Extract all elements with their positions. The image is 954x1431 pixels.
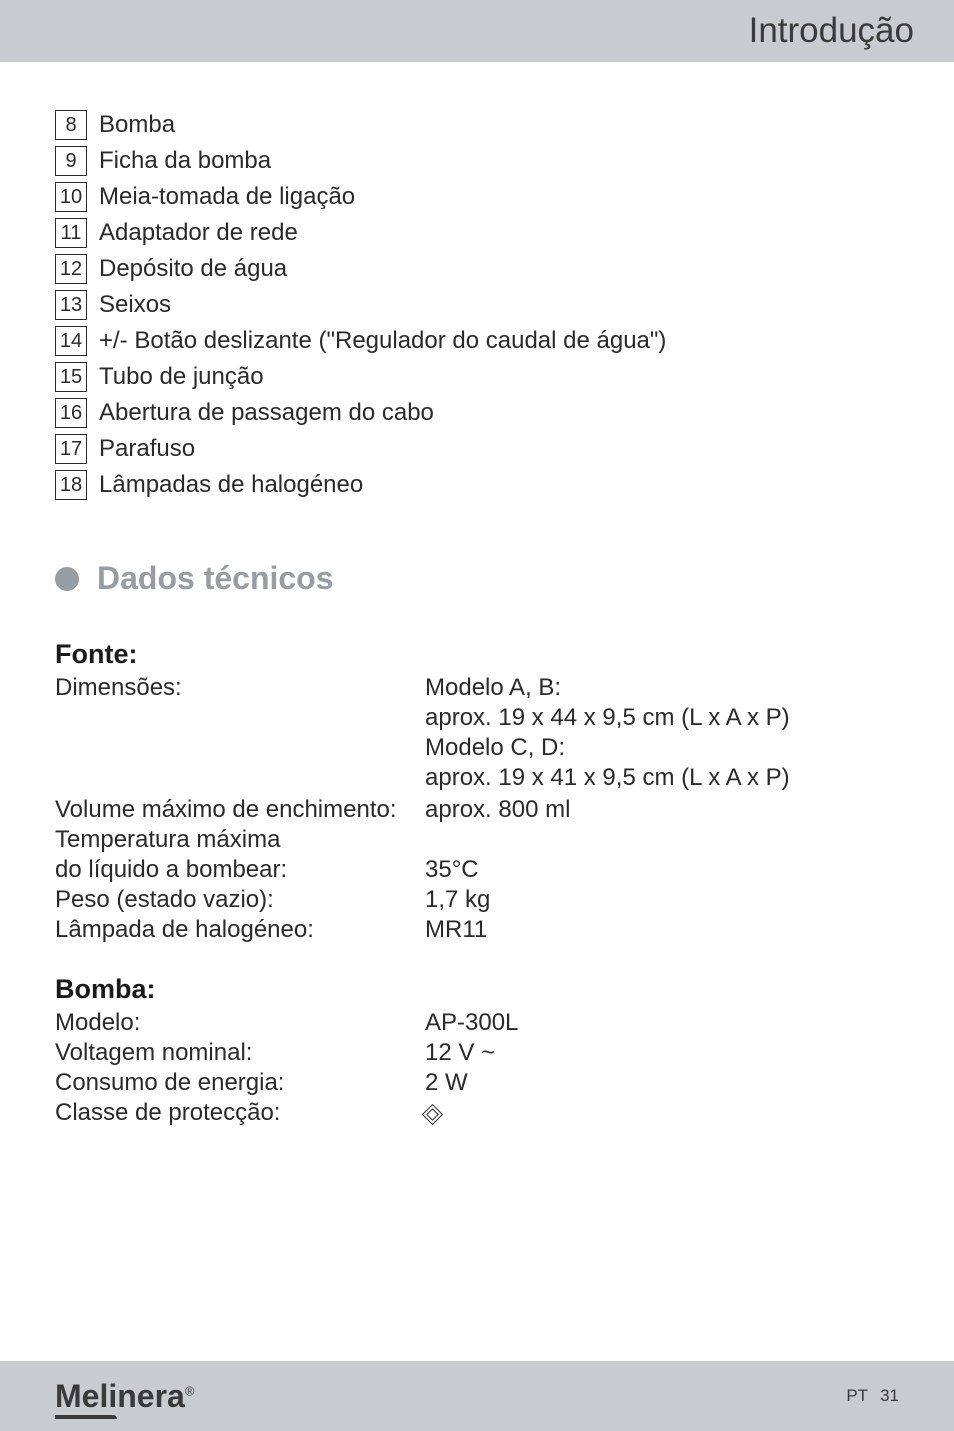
part-number: 11 bbox=[55, 218, 87, 248]
spec-row: Dimensões: Modelo A, B: aprox. 19 x 44 x… bbox=[55, 674, 899, 794]
spec-value: AP-300L bbox=[425, 1009, 899, 1037]
list-item: 16 Abertura de passagem do cabo bbox=[55, 398, 899, 428]
spec-label: Volume máximo de enchimento: bbox=[55, 796, 425, 824]
list-item: 11 Adaptador de rede bbox=[55, 218, 899, 248]
spec-label: Classe de protecção: bbox=[55, 1099, 425, 1127]
subsection-bomba-title: Bomba: bbox=[55, 974, 899, 1005]
spec-label: Dimensões: bbox=[55, 674, 425, 794]
part-number: 15 bbox=[55, 362, 87, 392]
part-label: Depósito de água bbox=[99, 255, 287, 283]
content-area: 8 Bomba 9 Ficha da bomba 10 Meia-tomada de … bbox=[0, 62, 954, 1127]
bullet-icon bbox=[55, 567, 79, 591]
part-number: 14 bbox=[55, 326, 87, 356]
part-label: Ficha da bomba bbox=[99, 147, 271, 175]
part-number: 17 bbox=[55, 434, 87, 464]
part-label: Adaptador de rede bbox=[99, 219, 298, 247]
part-label: Parafuso bbox=[99, 435, 195, 463]
section-heading-text: Dados técnicos bbox=[97, 560, 334, 597]
list-item: 10 Meia-tomada de ligação bbox=[55, 182, 899, 212]
list-item: 17 Parafuso bbox=[55, 434, 899, 464]
brand-name: Melinera bbox=[55, 1378, 185, 1414]
part-number: 18 bbox=[55, 470, 87, 500]
spec-value: 35°C bbox=[425, 856, 899, 884]
spec-value: aprox. 800 ml bbox=[425, 796, 899, 824]
protection-class-icon bbox=[422, 1104, 443, 1125]
header-bar: Introdução bbox=[0, 0, 954, 62]
page-title: Introdução bbox=[749, 11, 914, 51]
spec-row: Lâmpada de halogéneo: MR11 bbox=[55, 916, 899, 944]
spec-row: do líquido a bombear: 35°C bbox=[55, 856, 899, 884]
list-item: 8 Bomba bbox=[55, 110, 899, 140]
brand-logo: Melinera® bbox=[55, 1378, 194, 1415]
spec-row: Classe de protecção: bbox=[55, 1099, 899, 1127]
part-number: 12 bbox=[55, 254, 87, 284]
spec-row: Volume máximo de enchimento: aprox. 800 … bbox=[55, 796, 899, 824]
list-item: 14 +/- Botão deslizante ("Regulador do ca… bbox=[55, 326, 899, 356]
part-number: 8 bbox=[55, 110, 87, 140]
lang-code: PT bbox=[846, 1386, 868, 1405]
spec-row: Modelo: AP-300L bbox=[55, 1009, 899, 1037]
list-item: 9 Ficha da bomba bbox=[55, 146, 899, 176]
registered-icon: ® bbox=[185, 1383, 195, 1398]
section-heading: Dados técnicos bbox=[55, 560, 899, 597]
spec-label: Peso (estado vazio): bbox=[55, 886, 425, 914]
part-number: 9 bbox=[55, 146, 87, 176]
spec-value: Modelo A, B: aprox. 19 x 44 x 9,5 cm (L … bbox=[425, 674, 899, 794]
spec-label: Voltagem nominal: bbox=[55, 1039, 425, 1067]
spec-label: Modelo: bbox=[55, 1009, 425, 1037]
spec-value: 1,7 kg bbox=[425, 886, 899, 914]
spec-subvalue: Modelo C, D: bbox=[425, 734, 899, 762]
spec-row: Consumo de energia: 2 W bbox=[55, 1069, 899, 1097]
spec-value: 2 W bbox=[425, 1069, 899, 1097]
part-label: Lâmpadas de halogéneo bbox=[99, 471, 363, 499]
parts-list: 8 Bomba 9 Ficha da bomba 10 Meia-tomada de … bbox=[55, 110, 899, 500]
spec-row: Temperatura máxima bbox=[55, 826, 899, 854]
part-label: Tubo de junção bbox=[99, 363, 264, 391]
spec-row: Voltagem nominal: 12 V ~ bbox=[55, 1039, 899, 1067]
spec-subvalue: Modelo A, B: bbox=[425, 674, 899, 702]
subsection-fonte-title: Fonte: bbox=[55, 639, 899, 670]
brand-underline bbox=[55, 1415, 117, 1419]
part-label: Bomba bbox=[99, 111, 175, 139]
spec-value: MR11 bbox=[425, 916, 899, 944]
list-item: 13 Seixos bbox=[55, 290, 899, 320]
list-item: 15 Tubo de junção bbox=[55, 362, 899, 392]
part-label: Seixos bbox=[99, 291, 171, 319]
spec-label: Consumo de energia: bbox=[55, 1069, 425, 1097]
footer-bar: Melinera® PT 31 bbox=[0, 1361, 954, 1431]
part-number: 13 bbox=[55, 290, 87, 320]
spec-value bbox=[425, 1099, 899, 1127]
spec-label: Temperatura máxima bbox=[55, 826, 425, 854]
spec-subvalue: aprox. 19 x 44 x 9,5 cm (L x A x P) bbox=[425, 704, 899, 732]
part-number: 10 bbox=[55, 182, 87, 212]
part-label: Meia-tomada de ligação bbox=[99, 183, 355, 211]
list-item: 12 Depósito de água bbox=[55, 254, 899, 284]
spec-subvalue: aprox. 19 x 41 x 9,5 cm (L x A x P) bbox=[425, 764, 899, 792]
page-no: 31 bbox=[880, 1386, 899, 1405]
part-number: 16 bbox=[55, 398, 87, 428]
part-label: Abertura de passagem do cabo bbox=[99, 399, 434, 427]
list-item: 18 Lâmpadas de halogéneo bbox=[55, 470, 899, 500]
part-label: +/- Botão deslizante ("Regulador do caud… bbox=[99, 327, 666, 355]
spec-label: do líquido a bombear: bbox=[55, 856, 425, 884]
spec-label: Lâmpada de halogéneo: bbox=[55, 916, 425, 944]
page-number: PT 31 bbox=[846, 1386, 899, 1406]
spec-value: 12 V ~ bbox=[425, 1039, 899, 1067]
spec-row: Peso (estado vazio): 1,7 kg bbox=[55, 886, 899, 914]
